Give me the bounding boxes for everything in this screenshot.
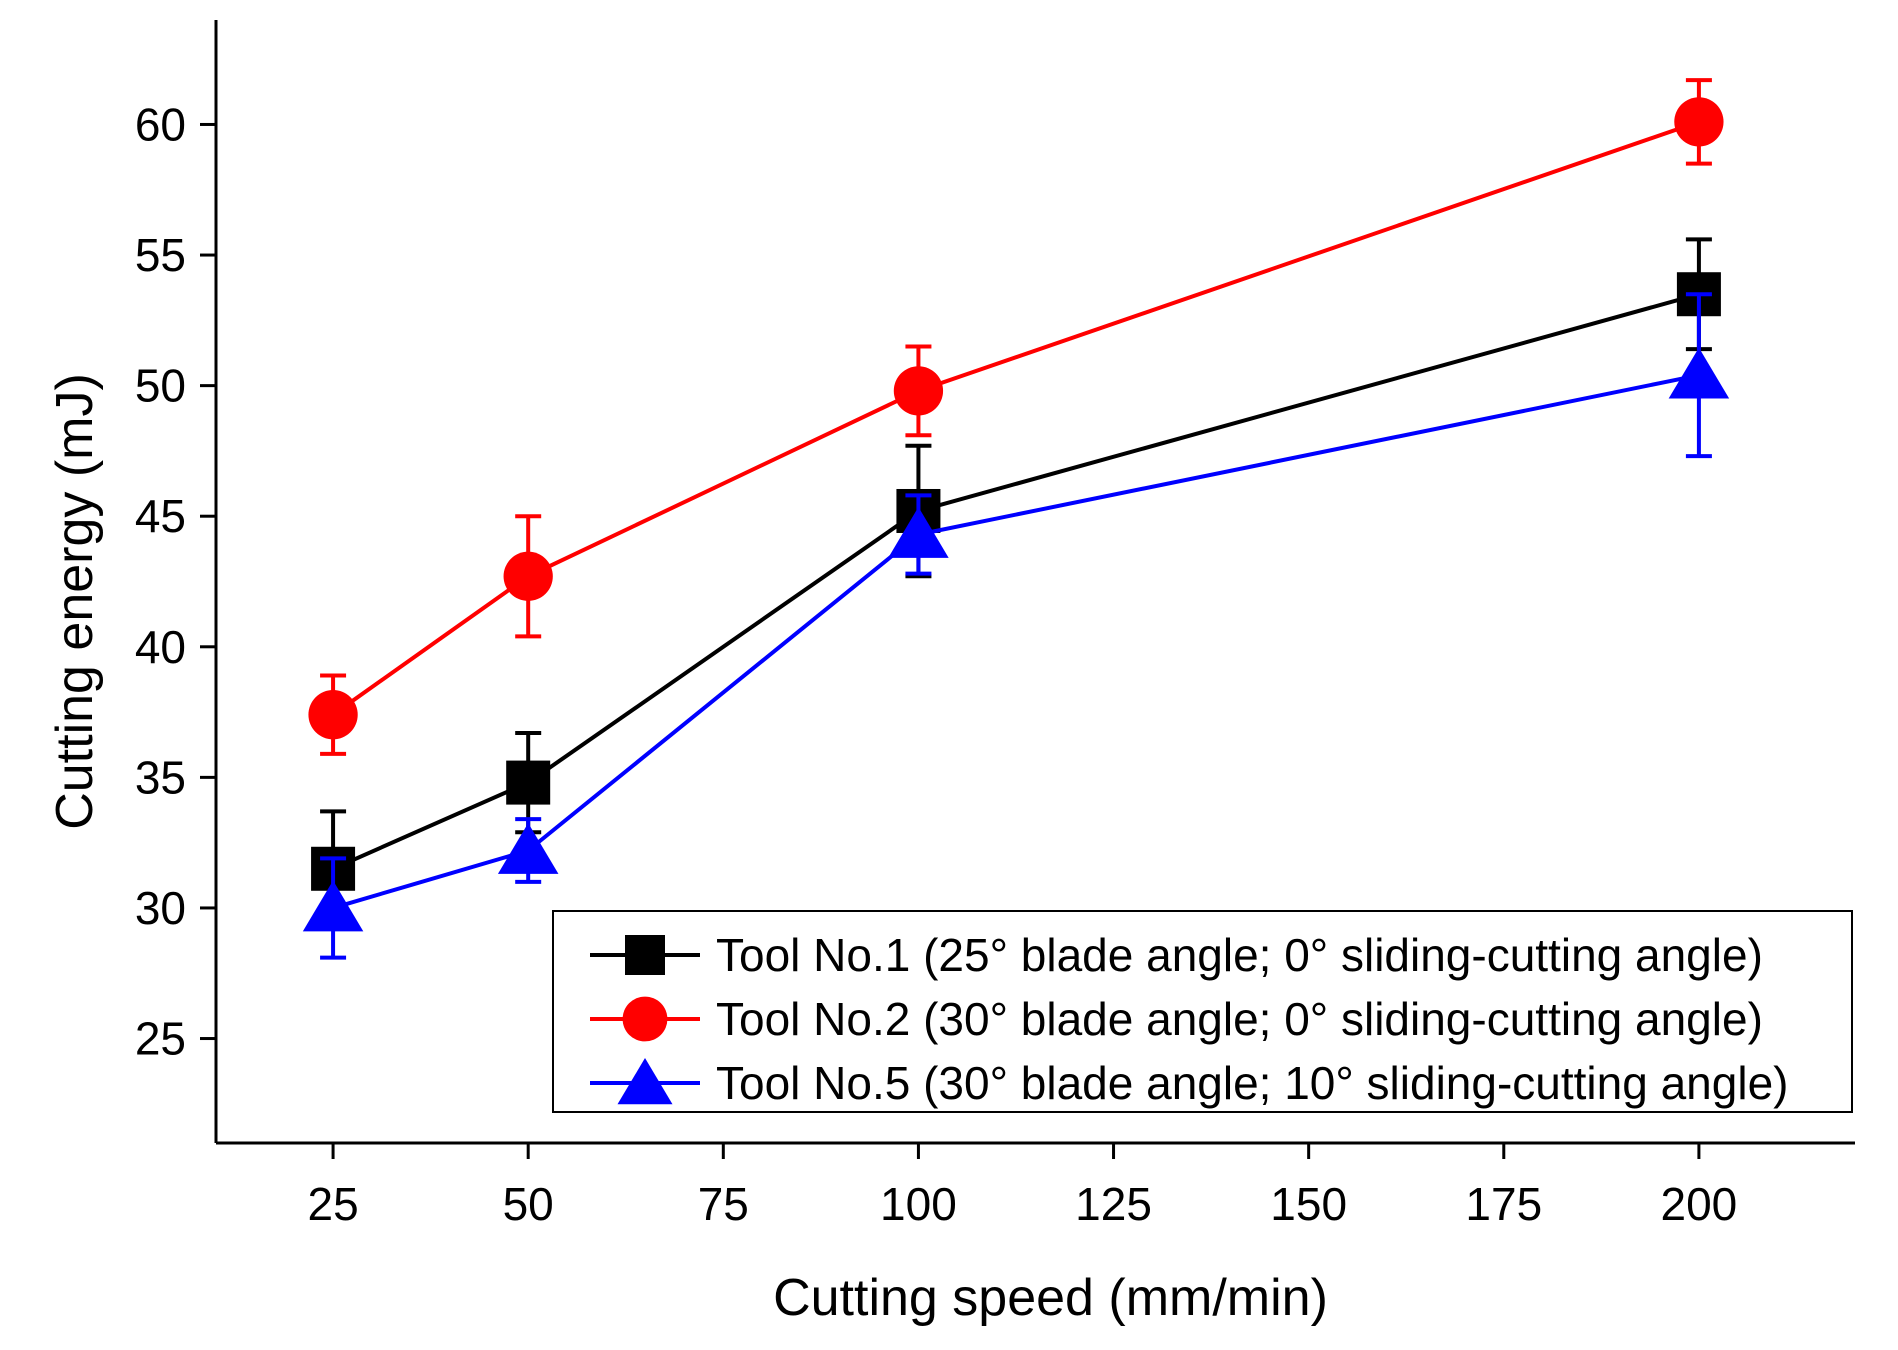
x-axis-title: Cutting speed (mm/min): [773, 1269, 1328, 1327]
data-point-triangle: [497, 822, 559, 874]
data-point-circle: [308, 690, 358, 740]
legend-label: Tool No.2 (30° blade angle; 0° sliding-c…: [716, 993, 1763, 1045]
legend-item: Tool No.2 (30° blade angle; 0° sliding-c…: [590, 993, 1763, 1045]
legend-marker-circle: [622, 996, 668, 1042]
data-point-square: [506, 760, 551, 805]
data-point-triangle: [1668, 347, 1730, 399]
axes: 25 50 75 100 125 150 175 200 25 30 35 40 45 50 55 60: [135, 20, 1855, 1230]
y-ticks: 25 30 35 40 45 50 55 60: [135, 98, 216, 1065]
y-tick-label: 45: [135, 490, 186, 542]
legend-label: Tool No.1 (25° blade angle; 0° sliding-c…: [716, 929, 1763, 981]
legend-marker-triangle: [617, 1058, 673, 1105]
series-2: [308, 78, 1724, 756]
series-line: [331, 119, 1700, 717]
y-tick-label: 55: [135, 229, 186, 281]
y-tick-label: 30: [135, 882, 186, 934]
series-3: [302, 292, 1730, 960]
x-tick-label: 175: [1465, 1178, 1542, 1230]
data-point-circle: [503, 551, 553, 601]
y-tick-label: 50: [135, 360, 186, 412]
legend-box: [552, 910, 1853, 1113]
y-tick-label: 25: [135, 1013, 186, 1065]
x-tick-label: 125: [1075, 1178, 1152, 1230]
y-axis-title: Cutting energy (mJ): [46, 373, 104, 830]
plot-area: [302, 78, 1730, 960]
data-point-circle: [893, 366, 944, 416]
series-line: [332, 373, 1700, 910]
x-tick-label: 150: [1270, 1178, 1347, 1230]
x-ticks: 25 50 75 100 125 150 175 200: [307, 1143, 1737, 1230]
legend-label: Tool No.5 (30° blade angle; 10° sliding-…: [716, 1057, 1788, 1109]
x-tick-label: 100: [880, 1178, 957, 1230]
series-line: [332, 292, 1700, 871]
x-tick-label: 50: [503, 1178, 554, 1230]
x-tick-label: 200: [1661, 1178, 1738, 1230]
data-point-circle: [1674, 97, 1724, 147]
y-tick-label: 60: [135, 98, 186, 150]
legend: Tool No.1 (25° blade angle; 0° sliding-c…: [552, 910, 1853, 1113]
legend-item: Tool No.5 (30° blade angle; 10° sliding-…: [590, 1057, 1788, 1109]
legend-marker-square: [625, 935, 665, 975]
legend-item: Tool No.1 (25° blade angle; 0° sliding-c…: [590, 929, 1763, 981]
y-tick-label: 40: [135, 621, 186, 673]
data-point-triangle: [302, 880, 364, 932]
x-tick-label: 75: [698, 1178, 749, 1230]
x-tick-label: 25: [307, 1178, 358, 1230]
data-point-triangle: [888, 506, 949, 558]
y-tick-label: 35: [135, 751, 186, 803]
